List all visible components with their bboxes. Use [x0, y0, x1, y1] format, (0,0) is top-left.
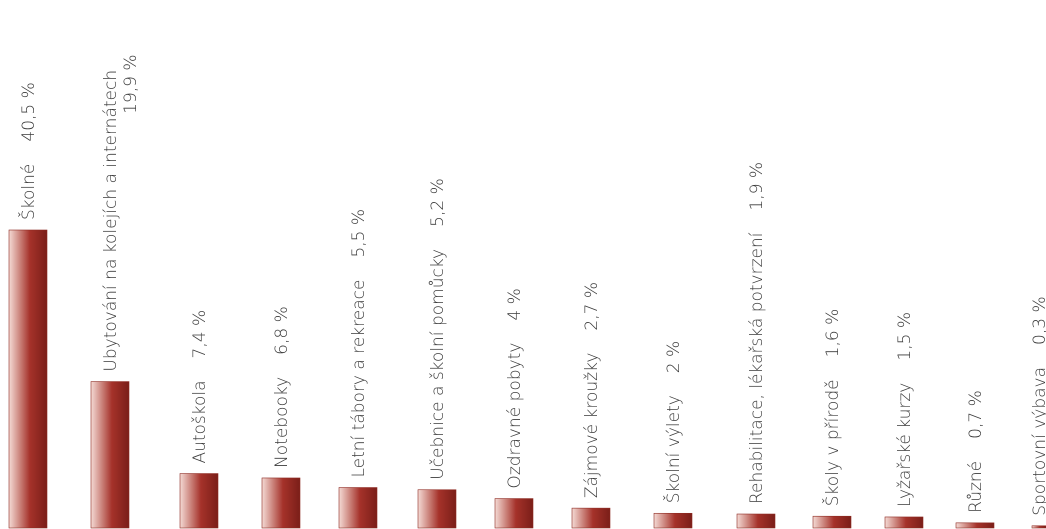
bar-7	[571, 507, 611, 529]
category-label-3: Notebooky	[272, 377, 292, 468]
bar-1	[90, 381, 130, 529]
category-label-2: Autoškola	[190, 380, 210, 463]
value-label-11: 1,5 %	[895, 312, 915, 361]
bar-label-4: Letní tábory a rekreace 5,5 %	[349, 209, 369, 478]
bar-0	[8, 229, 48, 529]
bar-11	[884, 516, 924, 529]
bars-group	[8, 229, 1046, 529]
bar-label-5: Učebnice a školní pomůcky 5,2 %	[428, 178, 448, 479]
category-label-0: Školné	[17, 164, 39, 220]
bar-label-10: Školy v přírodě 1,6 %	[821, 309, 843, 506]
bar-12	[955, 522, 995, 529]
category-label-6: Ozdravné pobyty	[505, 343, 525, 489]
category-label-10: Školy v přírodě	[821, 379, 843, 506]
bar-13	[1031, 525, 1046, 529]
bar-3	[261, 477, 301, 529]
category-label-11: Lyžařské kurzy	[895, 383, 915, 507]
bar-4	[338, 487, 378, 529]
value-label-7: 2,7 %	[582, 282, 602, 331]
bar-label-12: Různé 0,7 %	[966, 390, 986, 513]
category-label-4: Letní tábory a rekreace	[349, 280, 369, 478]
value-label-3: 6,8 %	[272, 306, 292, 355]
bar-6	[494, 498, 534, 529]
value-label-12: 0,7 %	[966, 390, 986, 439]
bar-9	[736, 513, 776, 529]
bar-label-2: Autoškola 7,4 %	[190, 310, 210, 464]
bar-label-6: Ozdravné pobyty 4 %	[505, 288, 525, 488]
category-label-12: Různé	[966, 461, 986, 513]
bar-label-3: Notebooky 6,8 %	[272, 306, 292, 468]
value-label-2: 7,4 %	[190, 310, 210, 359]
bar-8	[653, 512, 693, 529]
category-label-5: Učebnice a školní pomůcky	[428, 249, 448, 480]
category-label-1: Ubytování na kolejích a internátech	[101, 70, 121, 372]
value-label-10: 1,6 %	[823, 309, 843, 358]
value-label-0: 40,5 %	[19, 82, 39, 141]
bar-10	[812, 515, 852, 529]
category-label-7: Zájmové kroužky	[582, 353, 602, 499]
value-label-8: 2 %	[664, 341, 684, 373]
category-label-13: Sportovní výbava	[1030, 367, 1046, 516]
value-label-9: 1,9 %	[747, 162, 767, 211]
bar-2	[179, 473, 219, 529]
bar-label-8: Školní výlety 2 %	[662, 341, 684, 503]
bar-label-9: Rehabilitace, lékařská potvrzení 1,9 %	[747, 162, 767, 504]
category-label-9: Rehabilitace, lékařská potvrzení	[747, 232, 767, 504]
value-label-13: 0,3 %	[1030, 296, 1046, 345]
bar-label-0: Školné 40,5 %	[17, 82, 39, 220]
value-label-6: 4 %	[505, 288, 525, 320]
labels-group: Školné 40,5 % Ubytování na kolejích a inte…	[17, 54, 1046, 515]
category-label-8: Školní výlety	[662, 395, 684, 503]
bar-label-7: Zájmové kroužky 2,7 %	[582, 282, 602, 498]
bar-label-1: Ubytování na kolejích a internátech19,9 …	[101, 54, 141, 371]
value-label-1: 19,9 %	[121, 54, 141, 113]
bar-label-13: Sportovní výbava 0,3 %	[1030, 296, 1046, 515]
bar-5	[417, 489, 457, 529]
value-label-4: 5,5 %	[349, 209, 369, 258]
bar-label-11: Lyžařské kurzy 1,5 %	[895, 312, 915, 507]
value-label-5: 5,2 %	[428, 178, 448, 227]
